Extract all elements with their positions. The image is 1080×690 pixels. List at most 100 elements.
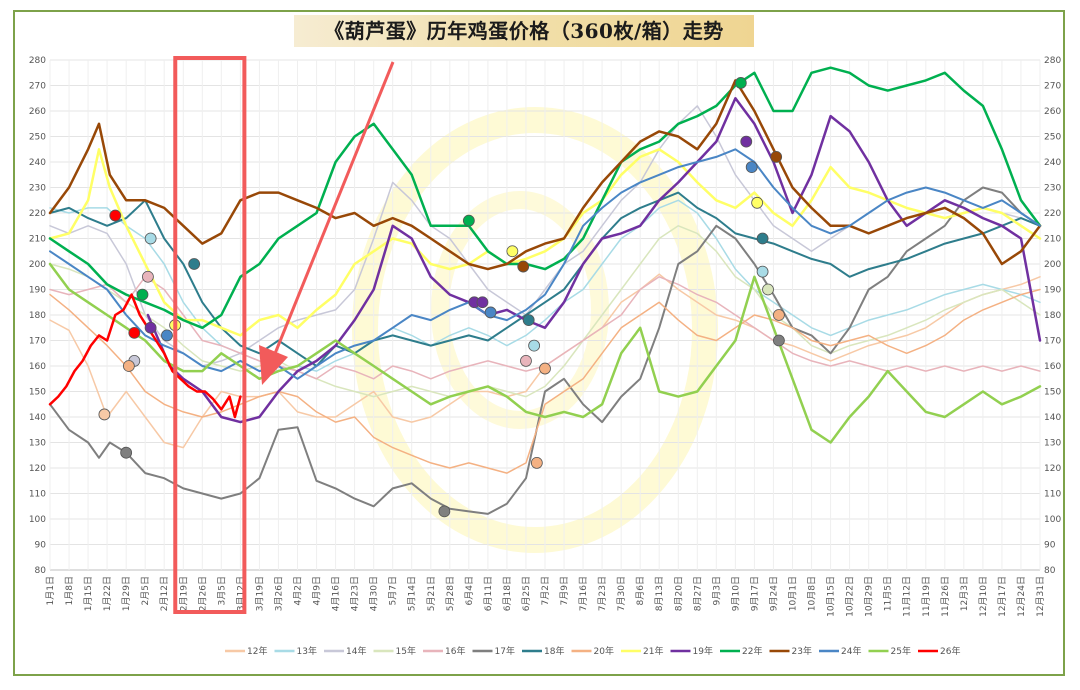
chart-title: 《葫芦蛋》历年鸡蛋价格（360枚/箱）走势 [294, 15, 754, 47]
y-tick-label-left: 90 [35, 541, 47, 551]
y-tick-label-left: 110 [29, 490, 46, 500]
series-marker-20年 [539, 362, 551, 375]
series-marker-21年 [506, 245, 519, 258]
x-tick-label: 11月5日 [883, 576, 894, 611]
y-tick-label-left: 270 [29, 82, 46, 92]
x-tick-label: 2月12日 [159, 576, 170, 611]
x-tick-label: 7月16日 [578, 576, 589, 611]
series-line-22年 [48, 66, 1042, 330]
series-lines [48, 66, 1042, 515]
y-tick-label-right: 180 [1044, 311, 1061, 321]
y-tick-label-left: 120 [29, 464, 46, 474]
series-line-23年 [48, 79, 1042, 271]
x-tick-label: 1月15日 [83, 576, 94, 611]
y-tick-label-right: 260 [1044, 107, 1061, 117]
series-marker-23年 [517, 260, 530, 273]
x-tick-label: 7月23日 [597, 576, 608, 611]
x-tick-label: 6月18日 [502, 576, 513, 611]
y-tick-label-right: 110 [1044, 490, 1061, 500]
series-line-20年 [49, 288, 1041, 474]
y-tick-label-left: 260 [29, 107, 46, 117]
y-tick-label-right: 80 [1044, 566, 1056, 576]
y-tick-label-right: 160 [1044, 362, 1061, 372]
x-tick-label: 3月26日 [273, 576, 284, 611]
y-tick-label-right: 210 [1044, 235, 1061, 245]
x-tick-label: 9月17日 [749, 576, 760, 611]
series-marker-16年 [142, 270, 154, 283]
y-tick-label-left: 150 [29, 388, 46, 398]
series-marker-20年 [530, 456, 543, 469]
x-tick-label: 12月17日 [997, 576, 1008, 617]
series-marker-13年 [528, 339, 541, 352]
x-tick-label: 2月26日 [197, 576, 208, 611]
x-tick-label: 12月31日 [1035, 576, 1046, 617]
x-tick-label: 6月4日 [464, 576, 475, 605]
series-marker-22年 [136, 288, 149, 301]
series-marker-13年 [756, 265, 769, 278]
x-tick-label: 3月12日 [235, 576, 246, 611]
x-tick-label: 10月8日 [807, 576, 818, 611]
series-marker-19年 [740, 135, 753, 148]
series-marker-20年 [122, 360, 135, 372]
y-tick-label-left: 180 [29, 311, 46, 321]
legend-label-21年: 21年 [643, 645, 663, 657]
x-tick-label: 10月29日 [864, 576, 875, 617]
series-marker-18年 [188, 258, 201, 270]
legend-label-20年: 20年 [594, 645, 614, 657]
legend-label-24年: 24年 [841, 645, 861, 657]
x-tick-label: 11月12日 [902, 576, 913, 617]
series-marker-15年 [762, 283, 774, 296]
series-marker-17年 [120, 446, 133, 459]
x-tick-label: 2月19日 [178, 576, 189, 611]
x-tick-label: 9月24日 [768, 576, 779, 611]
x-tick-label: 4月23日 [350, 576, 361, 611]
y-tick-label-left: 100 [29, 515, 46, 525]
x-tick-label: 3月19日 [254, 576, 265, 611]
x-tick-label: 10月15日 [826, 576, 837, 617]
y-tick-label-right: 170 [1044, 337, 1061, 347]
y-axis-right: 80 90 100 110 120 130 140 150 160 170 180 190 200 210… [1044, 56, 1061, 576]
y-tick-label-left: 210 [29, 235, 46, 245]
x-tick-label: 4月16日 [331, 576, 342, 611]
x-tick-label: 5月7日 [388, 576, 399, 605]
series-marker-22年 [462, 214, 475, 227]
x-tick-label: 1月22日 [102, 576, 113, 611]
x-tick-label: 11月19日 [921, 576, 932, 617]
x-tick-label: 5月21日 [426, 576, 437, 611]
series-marker-13年 [144, 232, 157, 245]
x-tick-label: 4月9日 [312, 576, 323, 605]
x-tick-label: 3月5日 [216, 576, 227, 605]
x-tick-label: 8月13日 [654, 576, 665, 611]
gourd-logo-watermark [352, 107, 718, 553]
x-tick-label: 5月28日 [445, 576, 456, 611]
highlight-annotation [173, 56, 395, 614]
series-marker-22年 [734, 77, 747, 89]
y-tick-label-right: 200 [1044, 260, 1061, 270]
series-marker-23年 [770, 150, 783, 163]
x-tick-label: 9月3日 [711, 576, 722, 605]
highlight-box [173, 56, 247, 614]
series-marker-19年 [144, 321, 157, 334]
y-tick-label-left: 170 [29, 337, 46, 347]
series-marker-19年 [476, 296, 489, 309]
series-marker-18年 [522, 314, 535, 327]
y-tick-label-right: 270 [1044, 82, 1061, 92]
legend-label-17年: 17年 [495, 645, 515, 657]
series-marker-24年 [745, 161, 758, 174]
legend-label-12年: 12年 [247, 645, 267, 657]
series-markers [98, 77, 785, 518]
y-tick-label-right: 150 [1044, 388, 1061, 398]
y-tick-label-left: 160 [29, 362, 46, 372]
x-tick-label: 10月22日 [845, 576, 856, 617]
y-tick-label-right: 250 [1044, 133, 1061, 143]
series-line-24年 [49, 148, 1041, 380]
legend-label-25年: 25年 [891, 645, 911, 657]
x-tick-label: 7月2日 [540, 576, 551, 605]
highlight-arrow-head [259, 345, 288, 385]
x-tick-label: 11月26日 [940, 576, 951, 617]
series-marker-21年 [751, 196, 764, 209]
series-line-21年 [48, 148, 1042, 337]
series-line-25年 [48, 262, 1042, 444]
series-marker-26年 [128, 326, 141, 339]
x-tick-label: 6月25日 [521, 576, 532, 611]
